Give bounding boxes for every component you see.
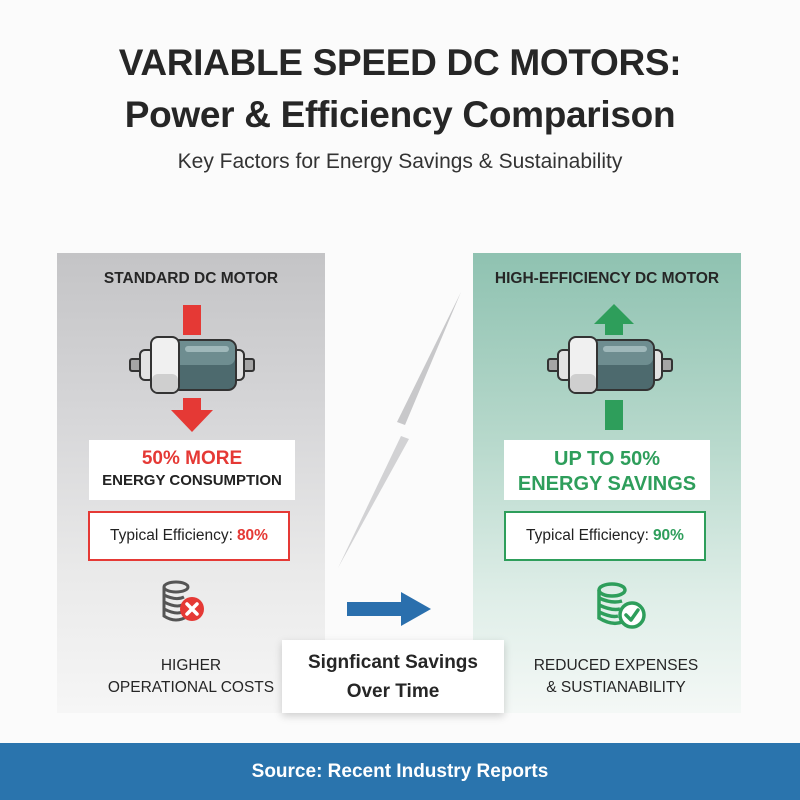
standard-energy-highlight: 50% MORE (141, 448, 243, 469)
high-efficiency-energy-message: UP TO 50% ENERGY SAVINGS (504, 440, 710, 500)
standard-efficiency-label: Typical Efficiency: (110, 527, 233, 544)
savings-over-time-box: Signficant Savings Over Time (282, 640, 504, 713)
high-efficiency-cost-caption: REDUCED EXPENSES & SUSTIANABILITY (486, 655, 746, 699)
high-efficiency-caption-line1: REDUCED EXPENSES (533, 657, 699, 674)
standard-caption-line2: OPERATIONAL COSTS (107, 679, 275, 696)
high-efficiency-caption-line2: & SUSTIANABILITY (546, 679, 686, 696)
diagonal-divider-icon (338, 292, 461, 568)
motor-icon (129, 336, 255, 394)
standard-efficiency-value: 80% (236, 527, 268, 544)
high-efficiency-efficiency-label: Typical Efficiency: (526, 527, 649, 544)
standard-energy-message: 50% MORE ENERGY CONSUMPTION (89, 440, 295, 500)
motor-icon (547, 336, 673, 394)
savings-label-line1: Signficant Savings (308, 652, 478, 673)
standard-caption-line1: HIGHER (160, 657, 222, 674)
source-footer: Source: Recent Industry Reports (0, 743, 800, 800)
coins-check-icon (597, 582, 646, 629)
savings-label-line2: Over Time (346, 681, 440, 702)
blue-arrow-right-icon (347, 592, 431, 626)
coins-x-icon (162, 580, 204, 622)
high-efficiency-efficiency-value: 90% (652, 527, 684, 544)
standard-cost-caption: HIGHER OPERATIONAL COSTS (57, 655, 325, 699)
high-efficiency-motor-title: HIGH-EFFICIENCY DC MOTOR (494, 270, 720, 287)
standard-energy-label: ENERGY CONSUMPTION (102, 472, 282, 489)
standard-efficiency-box: Typical Efficiency: 80% (88, 511, 290, 561)
high-efficiency-energy-label: ENERGY SAVINGS (517, 473, 697, 495)
page-subtitle: Key Factors for Energy Savings & Sustain… (177, 150, 623, 173)
page-title-line1: VARIABLE SPEED DC MOTORS: (118, 42, 682, 83)
page-title-line2: Power & Efficiency Comparison (124, 94, 676, 135)
high-efficiency-efficiency-box: Typical Efficiency: 90% (504, 511, 706, 561)
standard-motor-title: STANDARD DC MOTOR (103, 270, 279, 287)
high-efficiency-energy-highlight: UP TO 50% (554, 448, 660, 470)
